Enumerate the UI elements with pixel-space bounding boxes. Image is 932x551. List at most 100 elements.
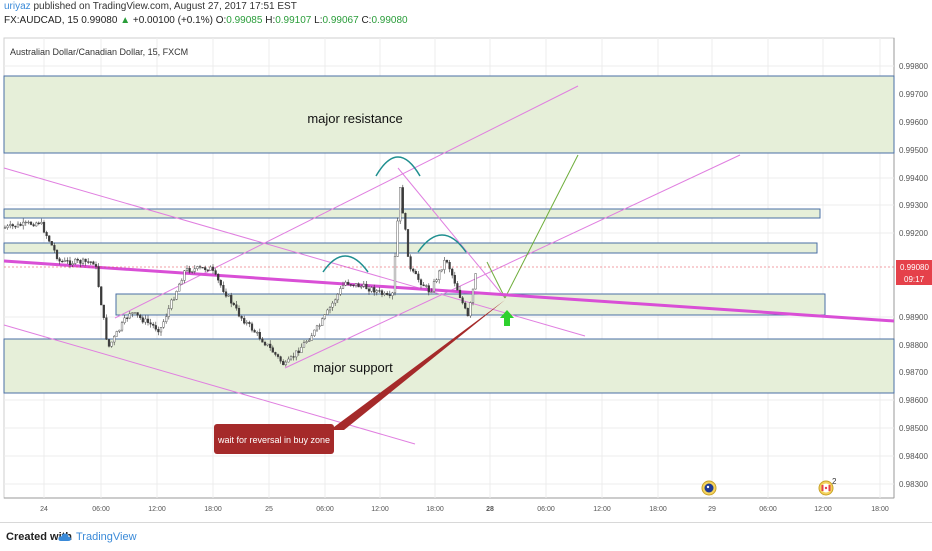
publish-info: published on TradingView.com, August 27,… [33, 1, 297, 12]
minor-zone-middle[interactable] [3, 242, 818, 254]
candle-body [448, 262, 451, 270]
candle-body [152, 323, 155, 326]
price-tick: 0.98800 [899, 341, 928, 350]
candle-body [162, 321, 165, 328]
main-trendline[interactable] [3, 259, 895, 323]
chart-canvas[interactable]: wait for reversal in buy zone major resi… [0, 0, 932, 522]
candle-body [427, 285, 430, 293]
candle-body [232, 303, 235, 305]
candle-body [180, 280, 183, 285]
candle-body [365, 283, 368, 290]
candle-body [352, 284, 355, 286]
callout-text: wait for reversal in buy zone [217, 435, 330, 445]
candle-body [139, 315, 142, 318]
candle-body [16, 223, 20, 228]
publisher-username[interactable]: uriyaz [4, 1, 31, 12]
candle-body [45, 232, 48, 237]
candle-body [360, 286, 363, 288]
tradingview-cloud-icon [58, 533, 72, 541]
candle-body [357, 283, 360, 288]
candle-body [217, 273, 220, 281]
candle-body [123, 317, 126, 323]
tradingview-logo[interactable]: TradingView [58, 528, 137, 546]
candle-body [453, 274, 456, 284]
candle-body [94, 264, 98, 267]
candle-body [14, 225, 17, 228]
price-tick: 0.99200 [899, 229, 928, 238]
candle-body [227, 295, 230, 297]
candle-body [289, 356, 293, 360]
time-axis: 24 06:00 12:00 18:00 25 06:00 12:00 18:0… [40, 506, 889, 513]
candle-body [76, 258, 79, 261]
time-tick: 28 [486, 506, 494, 513]
callout-box[interactable] [214, 424, 334, 454]
candle-body [136, 312, 139, 316]
resistance-zone[interactable] [3, 75, 895, 154]
candle-body [230, 295, 233, 304]
candle-body [105, 317, 108, 340]
candle-body [48, 235, 51, 242]
candle-body [81, 258, 85, 264]
candle-body [188, 268, 191, 273]
candle-body [71, 263, 74, 266]
candle-body [300, 347, 303, 354]
candle-body [451, 268, 454, 276]
candle-body [269, 343, 272, 348]
low-value: 0.99067 [322, 15, 359, 26]
descending-line [3, 167, 586, 337]
candle-body [432, 281, 436, 293]
candle-body [170, 299, 173, 309]
canada-flag-icon[interactable] [818, 480, 834, 496]
candle-body [295, 350, 298, 358]
candle-body [159, 327, 163, 333]
support-zone[interactable] [3, 338, 895, 394]
candle-body [141, 317, 144, 323]
candle-body [115, 331, 118, 337]
candle-body [469, 302, 472, 317]
candle-body [412, 268, 415, 272]
channel-lower-line [284, 154, 741, 369]
candle-body [430, 291, 433, 293]
candle-body [386, 292, 389, 295]
candle-body [55, 250, 59, 259]
candle-body [222, 285, 225, 292]
candle-body [126, 317, 129, 319]
candle-body [388, 294, 391, 296]
low-label: L: [314, 15, 323, 26]
candle-body [347, 281, 350, 285]
time-tick: 12:00 [371, 506, 389, 513]
candle-body [287, 358, 290, 363]
created-with-label: Created with [6, 531, 73, 543]
candle-body [261, 338, 264, 343]
minor-zone-upper[interactable] [3, 208, 821, 219]
candle-body [240, 315, 243, 319]
price-change: +0.00100 (+0.1%) [132, 15, 213, 26]
price-tick: 0.98300 [899, 480, 928, 489]
bar-countdown: 09:17 [904, 275, 925, 284]
price-tick: 0.99300 [899, 201, 928, 210]
price-tick: 0.98400 [899, 452, 928, 461]
left-shoulder-arc [322, 255, 369, 273]
candle-body [308, 340, 311, 342]
candle-body [29, 221, 33, 225]
price-tick: 0.98700 [899, 368, 928, 377]
price-tick: 0.98600 [899, 396, 928, 405]
candle-body [100, 286, 103, 306]
australia-flag-icon[interactable] [701, 480, 717, 496]
candle-body [326, 309, 329, 315]
time-tick: 18:00 [204, 506, 222, 513]
candle-body [27, 221, 30, 224]
candle-body [196, 266, 199, 269]
candle-body [331, 302, 334, 308]
candle-body [274, 352, 277, 355]
candle-body [178, 283, 181, 292]
candle-body [50, 241, 53, 246]
candle-body [97, 266, 100, 287]
buy-arrow-icon [500, 310, 514, 326]
candle-body [440, 269, 443, 272]
close-label: C: [361, 15, 372, 26]
candle-body [32, 224, 35, 227]
candle-body [279, 356, 282, 362]
candle-body [89, 261, 92, 263]
candle-body [185, 268, 189, 271]
